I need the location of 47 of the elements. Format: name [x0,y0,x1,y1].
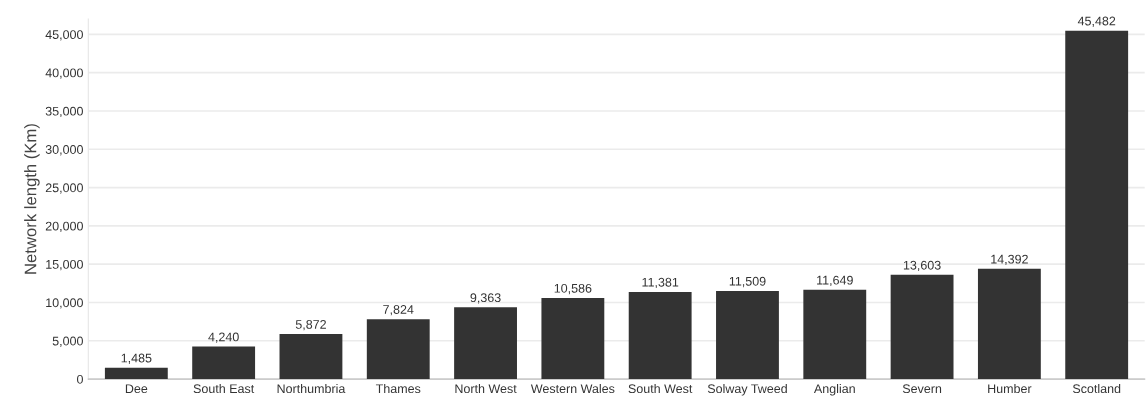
data-label: 45,482 [1077,16,1116,27]
bar [454,307,517,380]
y-axis-title: Network length (Km) [24,124,40,274]
y-tick-label: 15,000 [46,259,83,271]
data-label: 7,824 [383,305,414,316]
bar [192,346,256,380]
x-tick-label: Solway Tweed [707,383,787,396]
bar [977,268,1041,380]
x-tick-label: South West [628,383,693,394]
data-label: 1,485 [121,353,152,364]
data-label: 11,509 [729,276,766,288]
y-tick-label: 40,000 [45,68,83,79]
x-tick-label: Scotland [1072,383,1121,394]
data-label: 11,649 [817,275,853,287]
data-label: 11,381 [642,277,679,289]
x-tick-label: Northumbria [277,383,346,394]
y-tick-label: 10,000 [46,298,83,309]
y-tick-label: 45,000 [45,30,83,41]
y-tick-label: 5,000 [52,336,83,347]
bar [104,367,168,380]
bar [541,297,605,380]
y-tick-label: 0 [76,374,83,384]
bar [366,319,430,380]
x-tick-label: Severn [902,384,942,394]
x-tick-label: Humber [988,383,1032,394]
bar [1065,30,1129,380]
y-tick-label: 20,000 [45,221,83,232]
data-label: 5,872 [295,320,326,331]
bar [628,291,692,380]
y-tick-label: 25,000 [45,183,83,194]
x-tick-label: South East [193,383,255,394]
y-tick-label: 30,000 [45,145,83,156]
x-tick-label: Thames [375,383,421,394]
data-label: 10,586 [554,283,592,295]
data-label: 9,363 [470,293,501,304]
bar [716,290,779,380]
bar [803,289,867,380]
data-label: 13,603 [903,260,941,272]
x-tick-label: Anglian [813,383,855,396]
data-label: 4,240 [208,332,239,343]
y-tick-label: 35,000 [45,106,83,118]
x-tick-label: Western Wales [530,383,615,394]
bar [890,274,954,380]
bar [279,334,343,380]
x-tick-label: North West [455,383,517,394]
x-tick-label: Dee [125,384,148,394]
data-label: 14,392 [991,254,1028,266]
